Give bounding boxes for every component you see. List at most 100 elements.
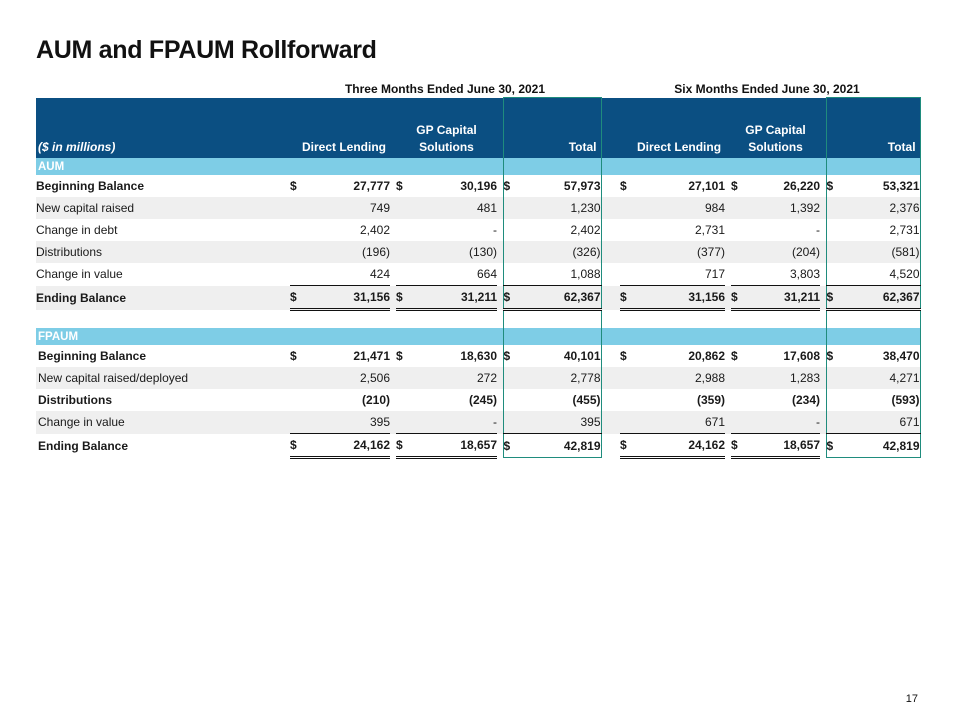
currency-symbol: $: [290, 433, 315, 459]
cell-value: 27,101: [688, 179, 726, 193]
table-row: New capital raised/deployed 2,506 272 2,…: [36, 367, 921, 389]
table-row: Ending Balance $ 31,156 $ 31,211 $ 62,36…: [36, 285, 921, 311]
page-number: 17: [905, 693, 918, 705]
table-row: New capital raised 749 481 1,230 984 1,3…: [36, 197, 921, 219]
cell-value: 2,506: [315, 367, 391, 389]
col-header-gp-capital-6m: GP Capital Solutions: [731, 97, 821, 158]
period-header-three-months: Three Months Ended June 30, 2021: [344, 82, 546, 96]
currency-symbol: $: [731, 433, 757, 459]
cell-value: 31,211: [421, 285, 498, 311]
cell-value: 984: [645, 197, 726, 219]
currency-symbol: $: [825, 433, 852, 458]
cell-value: 1,088: [528, 263, 602, 286]
currency-symbol: $: [825, 285, 852, 311]
row-label: Ending Balance: [36, 285, 290, 310]
col-header-gp-capital-3m: GP Capital Solutions: [396, 97, 498, 158]
row-label: New capital raised/deployed: [36, 367, 290, 389]
row-label: Change in value: [36, 267, 123, 282]
row-label: Beginning Balance: [36, 179, 145, 193]
cell-value: 671: [645, 411, 726, 434]
currency-symbol: $: [502, 433, 529, 458]
cell-value: (234): [792, 393, 821, 407]
cell-value: 40,101: [528, 345, 602, 367]
currency-symbol: $: [502, 285, 529, 311]
table-row: Distributions (210) (245) (455) (359) (2…: [36, 389, 921, 411]
cell-value: 4,520: [851, 263, 921, 286]
cell-value: 31,156: [315, 285, 391, 311]
row-label: Ending Balance: [38, 438, 129, 453]
cell-value: (359): [697, 393, 726, 407]
cell-value: 62,367: [528, 285, 602, 311]
cell-value: 26,220: [783, 179, 821, 193]
currency-symbol: $: [396, 179, 403, 193]
cell-value: 24,162: [315, 433, 391, 459]
cell-value: (245): [469, 393, 498, 407]
cell-value: 42,819: [851, 433, 921, 458]
currency-symbol: $: [731, 285, 757, 311]
currency-symbol: $: [396, 285, 422, 311]
cell-value: -: [493, 223, 498, 237]
section-header-aum: AUM: [36, 158, 921, 175]
cell-value: 1,230: [528, 197, 602, 219]
table-header-row: ($ in millions) Direct Lending GP Capita…: [36, 97, 921, 158]
cell-value: 42,819: [528, 433, 602, 458]
currency-symbol: $: [290, 285, 315, 311]
cell-value: 3,803: [756, 263, 821, 286]
row-label: Distributions: [38, 393, 112, 407]
currency-symbol: $: [502, 175, 529, 197]
col-header-total-3m: Total: [502, 97, 602, 158]
cell-value: 17,608: [783, 349, 821, 363]
cell-value: 2,988: [645, 367, 726, 389]
cell-value: 272: [421, 367, 498, 389]
currency-symbol: $: [620, 179, 627, 193]
cell-value: 18,630: [460, 349, 498, 363]
cell-value: 671: [851, 411, 921, 434]
currency-symbol: $: [502, 345, 529, 367]
currency-symbol: $: [290, 349, 297, 363]
cell-value: 395: [315, 411, 391, 434]
currency-symbol: $: [290, 179, 297, 193]
table-row: Beginning Balance $ 21,471 $ 18,630 $ 40…: [36, 345, 921, 367]
row-label: Change in debt: [36, 223, 118, 237]
table-row: Change in value 395 - 395 671 - 671: [36, 411, 921, 434]
spacer-row: [36, 309, 921, 328]
cell-value: (455): [528, 389, 602, 411]
cell-value: 4,271: [851, 367, 921, 389]
cell-value: 1,392: [756, 197, 821, 219]
col-header-direct-lending-6m: Direct Lending: [620, 97, 726, 158]
cell-value: (196): [315, 241, 391, 263]
currency-symbol: $: [620, 285, 646, 311]
table-row: Beginning Balance $ 27,777 $ 30,196 $ 57…: [36, 175, 921, 197]
cell-value: 2,402: [359, 223, 391, 237]
cell-value: -: [421, 411, 498, 434]
cell-value: 20,862: [688, 349, 726, 363]
cell-value: 62,367: [851, 285, 921, 311]
cell-value: 2,778: [528, 367, 602, 389]
cell-value: 18,657: [756, 433, 821, 459]
row-label: New capital raised: [36, 197, 290, 219]
col-header-total-6m: Total: [825, 97, 921, 158]
currency-symbol: $: [731, 179, 738, 193]
cell-value: 664: [421, 263, 498, 286]
cell-value: 717: [645, 263, 726, 286]
section-header-fpaum: FPAUM: [36, 328, 921, 345]
cell-value: 424: [315, 263, 391, 286]
cell-value: 21,471: [353, 349, 391, 363]
cell-value: 57,973: [528, 175, 602, 197]
units-label: ($ in millions): [36, 97, 290, 158]
cell-value: 2,402: [528, 219, 602, 241]
period-header-six-months: Six Months Ended June 30, 2021: [674, 82, 860, 96]
cell-value: 31,156: [645, 285, 726, 311]
cell-value: 749: [315, 197, 391, 219]
table-row: Change in debt 2,402 - 2,402 2,731 - 2,7…: [36, 219, 921, 241]
cell-value: 2,731: [851, 219, 921, 241]
page-title: AUM and FPAUM Rollforward: [36, 36, 377, 64]
cell-value: (326): [528, 241, 602, 263]
cell-value: 24,162: [645, 433, 726, 459]
cell-value: 53,321: [851, 175, 921, 197]
table-row: Change in value 424 664 1,088 717 3,803 …: [36, 263, 921, 286]
currency-symbol: $: [396, 433, 422, 459]
cell-value: (593): [851, 389, 921, 411]
cell-value: (130): [421, 241, 498, 263]
cell-value: 18,657: [421, 433, 498, 459]
